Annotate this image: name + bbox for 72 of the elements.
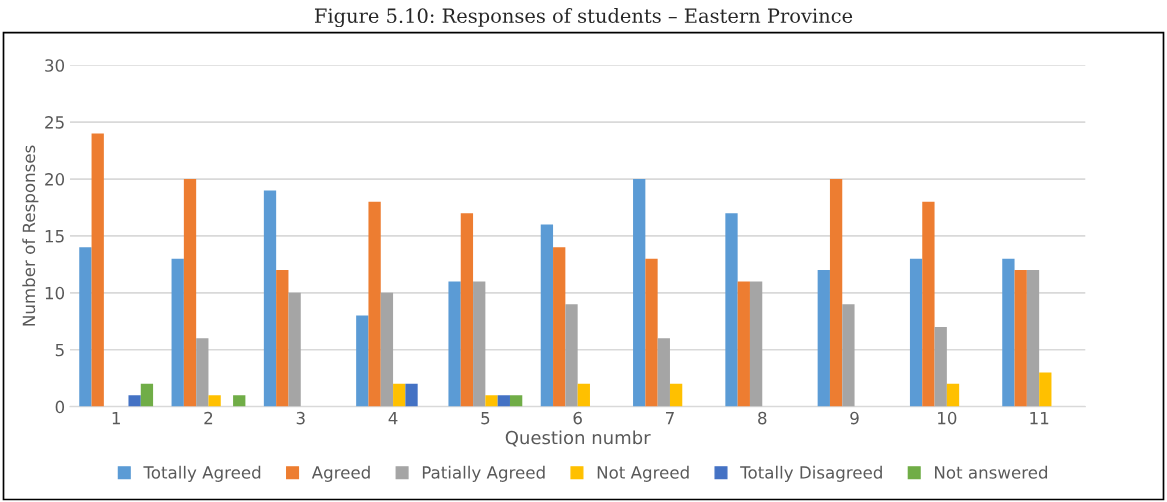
bar [577,383,590,407]
bar [633,179,646,407]
x-tick-label: 1 [112,411,120,425]
bar [288,292,301,407]
y-tick-label: 30 [45,59,65,72]
bar [946,383,960,407]
bar [497,395,510,407]
bar [657,338,670,407]
x-tick-label: 3 [296,411,305,425]
y-tick-label: 5 [55,343,64,357]
legend-label: Totally Agreed [143,465,261,482]
bar [473,281,486,407]
bar [276,270,289,407]
x-tick-label: 2 [204,411,213,425]
bar [196,338,209,407]
bar [565,304,578,407]
bar [922,201,935,407]
bar [448,281,461,407]
bar [725,213,738,407]
bar [1026,270,1040,407]
x-tick-label: 7 [666,411,674,425]
bar [1014,270,1027,407]
bar [91,133,104,407]
bar [485,395,498,407]
legend-label: Totally Disagreed [740,465,882,482]
legend-label: Patially Agreed [422,465,545,482]
bar [842,304,855,407]
bar [460,213,474,407]
bar [380,292,394,407]
legend-label: Not answered [935,465,1048,479]
bar [669,383,683,407]
x-tick-label: 4 [388,411,398,425]
bar [368,201,381,407]
bar [79,247,92,407]
bar [817,270,830,407]
chart-title: Figure 5.10: Responses of students – Eastern Province [314,8,853,28]
y-axis-title: Number of Responses [22,145,39,326]
bar [128,395,141,407]
legend-label: Not Agreed [597,465,689,482]
y-tick-label: 25 [45,116,64,129]
bar [183,179,197,407]
bar [509,395,523,407]
bar [749,281,763,407]
x-axis-title: Question numbr [505,430,651,447]
bar [405,383,418,407]
x-tick-label: 5 [481,411,490,425]
bar [1039,372,1052,407]
x-tick-label: 9 [850,411,859,425]
bar [737,281,750,407]
bar [909,258,923,407]
bar [263,190,277,407]
bar [393,383,406,407]
bar [140,383,154,407]
x-tick-label: 6 [573,411,582,425]
x-tick-label: 10 [938,411,957,425]
bar [829,179,843,407]
bar [645,258,658,407]
bar [540,224,554,407]
x-tick-label: 8 [758,411,767,425]
bar [1002,258,1015,407]
bar [208,395,221,407]
legend-label: Agreed [311,465,370,482]
bar [553,247,566,407]
bar [171,258,184,407]
y-tick-label: 0 [55,400,65,414]
y-tick-label: 20 [45,173,65,186]
x-tick-label: 11 [1030,411,1049,425]
bar [934,326,947,407]
bar [356,315,369,407]
y-tick-label: 15 [45,230,64,243]
y-tick-label: 10 [45,286,65,300]
bar [233,395,246,407]
